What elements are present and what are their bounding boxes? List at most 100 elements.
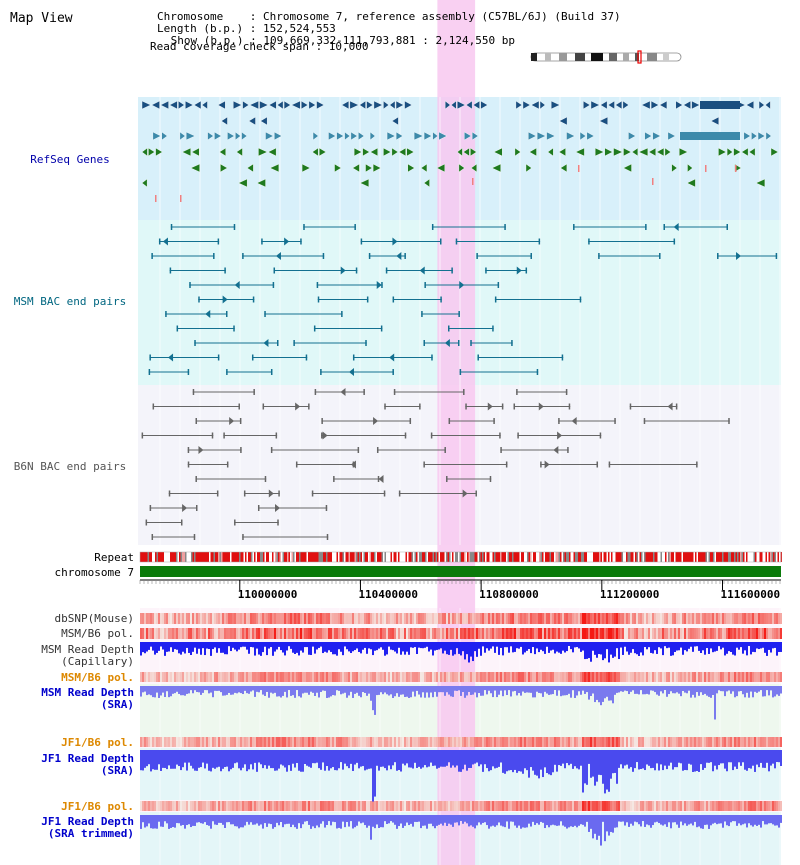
msm-b6-pol-cell — [326, 628, 328, 639]
jf1-b6-pol-cell — [624, 737, 626, 747]
dbsnp-density-cell — [380, 613, 382, 624]
jf1-sra-depth-bar — [520, 750, 522, 772]
msm-sra-depth-bar — [182, 686, 184, 696]
jf1-b6-pol-cell — [296, 801, 298, 811]
msm-b6-pol-cell — [418, 672, 420, 682]
repeat-feature — [405, 552, 407, 562]
msm-b6-pol-cell — [360, 628, 362, 639]
msm-b6-pol-cell — [368, 672, 370, 682]
jf1-b6-pol-cell — [528, 801, 530, 811]
repeat-feature — [743, 552, 745, 562]
msm-b6-pol-cell — [334, 672, 336, 682]
repeat-feature — [348, 552, 350, 562]
msm-b6-pol-cell — [622, 628, 624, 639]
msm-bac-pair-end — [385, 267, 388, 274]
jf1-b6-pol-cell — [734, 801, 736, 811]
repeat-feature — [347, 552, 349, 562]
msm-capillary-depth-bar — [390, 642, 392, 650]
msm-sra-depth-bar — [382, 686, 384, 695]
jf1-trimmed-depth-bar — [312, 815, 314, 827]
dbsnp-density-cell — [564, 613, 566, 624]
refseq-gene — [671, 163, 678, 173]
jf1-b6-pol-cell — [430, 737, 432, 747]
msm-sra-depth-bar — [412, 686, 414, 692]
dbsnp-density-cell — [528, 613, 530, 624]
msm-capillary-depth-bar — [166, 642, 168, 652]
msm-b6-pol-cell — [488, 672, 490, 682]
jf1-b6-pol-cell — [528, 737, 530, 747]
msm-bac-pair-end — [439, 238, 442, 245]
msm-sra-depth-bar — [206, 686, 208, 691]
msm-b6-pol-cell — [256, 628, 258, 639]
jf1-b6-pol-cell — [282, 737, 284, 747]
dbsnp-density-cell — [250, 613, 252, 624]
repeat-feature — [444, 552, 446, 562]
jf1-sra-depth-bar — [156, 750, 158, 770]
jf1-b6-pol-cell — [380, 801, 382, 811]
refseq-gene — [436, 163, 445, 173]
jf1-sra-depth-bar — [154, 750, 156, 770]
msm-capillary-depth-bar — [394, 642, 396, 652]
msm-b6-pol-cell — [356, 628, 358, 639]
repeat-feature — [177, 552, 179, 562]
repeat-feature — [492, 552, 494, 562]
jf1-b6-pol-cell — [648, 801, 650, 811]
msm-b6-pol-cell — [780, 672, 782, 682]
msm-capillary-depth-bar — [688, 642, 690, 649]
jf1-sra-depth-bar — [718, 750, 720, 766]
jf1-b6-pol-cell — [482, 801, 484, 811]
jf1-sra-depth-bar — [314, 750, 316, 764]
dbsnp-density-cell — [694, 613, 696, 624]
repeat-feature — [429, 552, 431, 562]
msm-sra-depth-bar — [390, 686, 392, 695]
msm-b6-pol-cell — [496, 672, 498, 682]
msm-b6-pol-cell — [420, 672, 422, 682]
repeat-feature — [593, 552, 595, 562]
msm-capillary-depth-bar — [240, 642, 242, 648]
dbsnp-density-cell — [210, 613, 212, 624]
repeat-feature — [302, 552, 304, 562]
msm-capillary-depth-bar — [548, 642, 550, 653]
jf1-b6-pol-cell — [630, 801, 632, 811]
jf1-trimmed-depth-bar — [570, 815, 572, 827]
msm-capillary-depth-bar — [484, 642, 486, 653]
track-label-refseq-genes[interactable]: RefSeq Genes — [30, 153, 110, 166]
b6n-bac-pair-end — [257, 505, 260, 511]
msm-capillary-depth-bar — [610, 642, 612, 655]
msm-sra-depth-bar — [290, 686, 292, 696]
jf1-trimmed-depth-bar — [706, 815, 708, 825]
msm-bac-pair-arrow — [396, 252, 402, 260]
track-label-b6n-bac[interactable]: B6N BAC end pairs — [13, 460, 127, 473]
repeat-feature — [176, 552, 178, 562]
msm-b6-pol-cell — [618, 672, 620, 682]
msm-b6-pol-cell — [242, 672, 244, 682]
jf1-b6-pol-cell — [552, 801, 554, 811]
jf1-b6-pol-cell — [652, 737, 654, 747]
jf1-trimmed-depth-bar — [314, 815, 316, 829]
jf1-trimmed-depth-bar — [726, 815, 728, 826]
jf1-trimmed-depth-bar — [428, 815, 430, 824]
msm-b6-pol-cell — [230, 672, 232, 682]
msm-b6-pol-cell — [542, 672, 544, 682]
msm-b6-pol-cell — [358, 672, 360, 682]
msm-capillary-depth-bar — [402, 642, 404, 652]
jf1-b6-pol-cell — [168, 801, 170, 811]
jf1-b6-pol-cell — [638, 737, 640, 747]
jf1-b6-pol-cell — [170, 737, 172, 747]
jf1-b6-pol-cell — [628, 737, 630, 747]
jf1-sra-depth-bar — [220, 750, 222, 772]
jf1-b6-pol-cell — [310, 801, 312, 811]
msm-b6-pol-cell — [516, 672, 518, 682]
track-label-msm-bac[interactable]: MSM BAC end pairs — [13, 295, 127, 308]
msm-sra-depth-bar — [472, 686, 474, 695]
repeat-feature — [515, 552, 517, 562]
msm-b6-pol-cell — [312, 628, 314, 639]
msm-capillary-depth-bar — [630, 642, 632, 653]
dbsnp-density-cell — [254, 613, 256, 624]
msm-b6-pol-cell — [730, 672, 732, 682]
jf1-b6-pol-cell — [576, 737, 578, 747]
jf1-b6-pol-cell — [432, 801, 434, 811]
msm-sra-depth-bar — [328, 686, 330, 698]
dbsnp-density-cell — [330, 613, 332, 624]
